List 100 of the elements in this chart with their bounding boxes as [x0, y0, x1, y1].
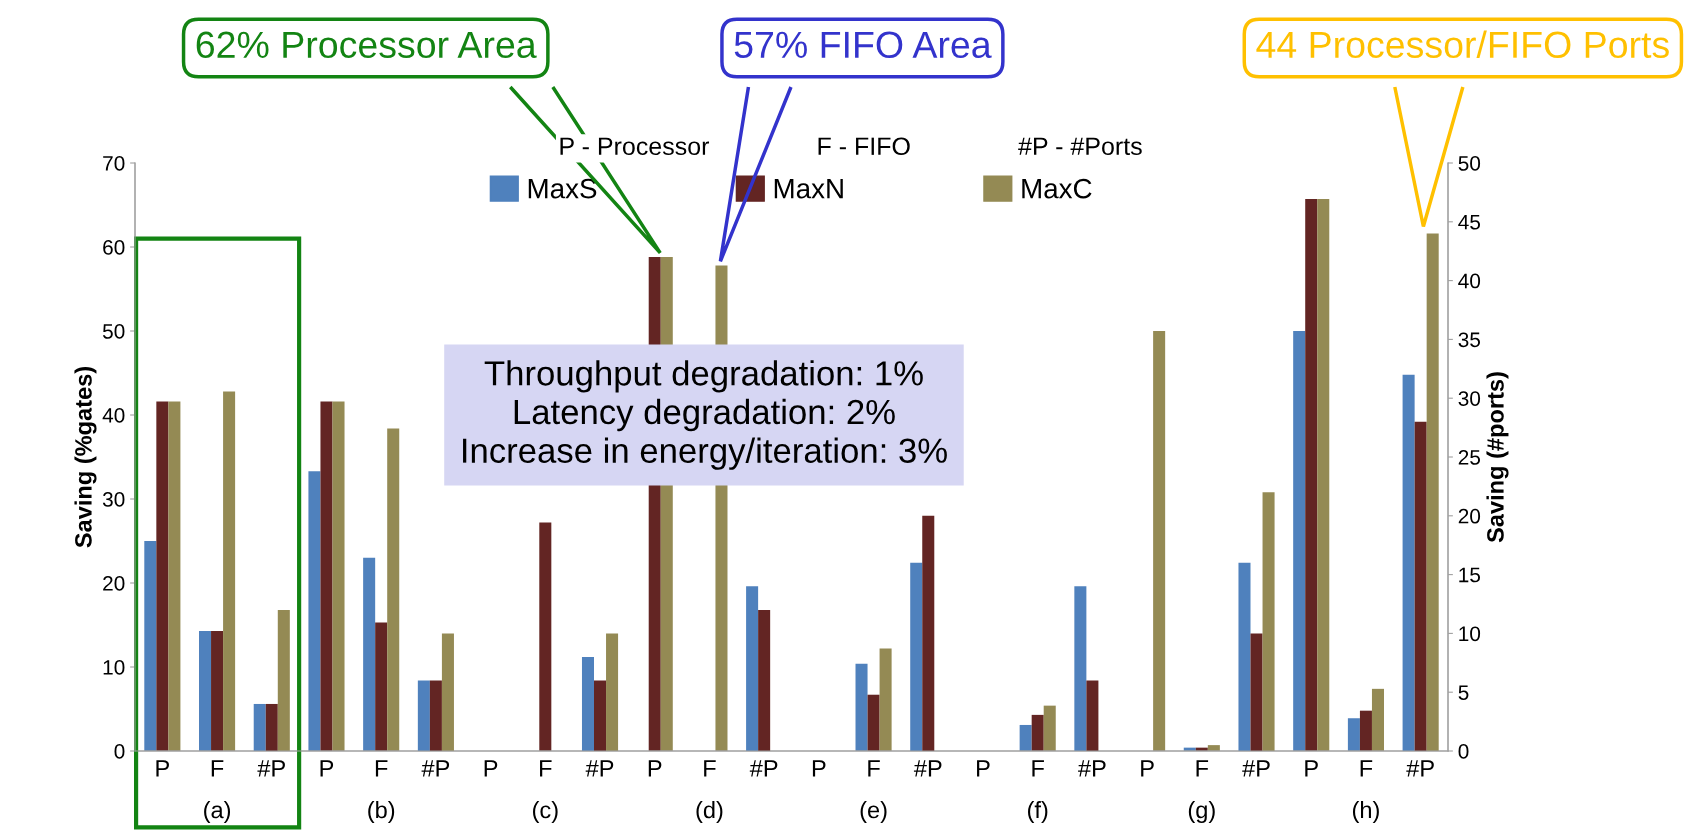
- y2-tick-label: 15: [1459, 567, 1481, 583]
- bar: [758, 609, 771, 751]
- x-tick-label: #P: [913, 760, 942, 777]
- text: (g): [1188, 800, 1215, 823]
- bar: [1347, 718, 1360, 751]
- x-tick-label: P: [484, 760, 498, 777]
- text: #P - #Ports: [1018, 137, 1142, 156]
- bar: [746, 586, 759, 751]
- y2-tick-label: 20: [1458, 508, 1481, 524]
- bar: [1031, 714, 1044, 751]
- bar: [606, 633, 619, 751]
- bar: [199, 630, 212, 751]
- bar: [144, 541, 157, 751]
- bar: [441, 633, 454, 751]
- x-tick-label: P: [320, 760, 334, 777]
- legend-label: MaxN: [774, 179, 843, 199]
- bar: [429, 680, 442, 751]
- y2-tick-label: 35: [1458, 332, 1481, 348]
- x-tick-label: F: [211, 760, 224, 777]
- bar: [387, 428, 400, 751]
- bar: [1305, 199, 1318, 751]
- bar: [332, 401, 345, 751]
- bar: [211, 630, 224, 751]
- y2-tick-label: 0: [1458, 744, 1469, 759]
- text: (a): [204, 800, 231, 823]
- bar: [1250, 633, 1263, 751]
- y2-axis-title: Saving (#ports): [1486, 372, 1509, 543]
- y2-tick-label: 40: [1458, 273, 1481, 289]
- bar: [1402, 374, 1415, 751]
- bar: [265, 703, 278, 751]
- text: (e): [860, 800, 887, 823]
- bar: [1238, 562, 1251, 751]
- x-tick-label: #P: [749, 760, 778, 777]
- x-tick-label: #P: [421, 760, 450, 777]
- y-tick-label: 50: [102, 324, 125, 339]
- bar: [581, 656, 594, 751]
- bar: [253, 703, 266, 751]
- x-tick-label: P: [812, 760, 826, 777]
- x-tick-label: #P: [1242, 760, 1270, 777]
- bar: [277, 609, 290, 751]
- y-tick-label: 20: [103, 576, 125, 591]
- bar: [867, 694, 880, 751]
- legend-label: MaxS: [528, 178, 597, 199]
- x-tick-label: P: [648, 760, 662, 777]
- text: 57% FIFO Area: [734, 31, 992, 59]
- bar: [223, 391, 236, 751]
- bar: [320, 401, 333, 751]
- x-tick-label: F: [868, 760, 880, 777]
- y2-tick-label: 45: [1458, 215, 1481, 230]
- x-tick-label: F: [1196, 760, 1209, 777]
- bar: [1414, 421, 1427, 751]
- x-tick-label: P: [977, 760, 990, 777]
- y-tick-label: 40: [102, 408, 125, 423]
- x-tick-label: #P: [1406, 760, 1434, 777]
- text: 44 Processor/FIFO Ports: [1256, 30, 1669, 59]
- y-tick-label: 0: [114, 744, 125, 759]
- bar: [855, 663, 868, 751]
- bar: [168, 401, 181, 751]
- x-tick-label: F: [1032, 760, 1044, 777]
- y2-tick-label: 25: [1458, 450, 1481, 465]
- x-tick-label: #P: [1078, 760, 1106, 777]
- text: P - Processor: [560, 137, 710, 156]
- bar: [922, 515, 935, 751]
- bar: [539, 522, 552, 751]
- text: (h): [1352, 800, 1379, 823]
- text: (c): [533, 800, 558, 823]
- y-tick-label: 30: [102, 492, 125, 507]
- y2-tick-label: 10: [1459, 626, 1481, 642]
- x-tick-label: P: [156, 760, 169, 777]
- bar: [308, 471, 321, 751]
- bar: [1262, 492, 1275, 751]
- bar: [879, 648, 892, 751]
- bar: [1074, 586, 1087, 751]
- text: 62% Processor Area: [196, 31, 537, 59]
- x-tick-label: F: [1360, 760, 1373, 777]
- text: (b): [368, 800, 395, 823]
- bar: [1426, 233, 1439, 751]
- y2-tick-label: 30: [1458, 391, 1481, 406]
- bar: [1359, 710, 1372, 751]
- x-tick-label: #P: [257, 760, 285, 777]
- bar: [363, 557, 376, 751]
- bar: [1293, 331, 1306, 751]
- annotation: Throughput degradation: 1% Latency degradation: 2% Increase in energy/iteration: 3%: [463, 360, 947, 470]
- y-axis-title: Saving (%gates): [74, 366, 97, 548]
- bar: [1317, 199, 1330, 751]
- y-tick-label: 60: [103, 240, 125, 255]
- bar: [1371, 688, 1384, 751]
- x-tick-label: F: [375, 760, 388, 777]
- text: (f): [1028, 800, 1048, 823]
- bar: [375, 622, 388, 751]
- bar: [156, 401, 169, 751]
- bar: [1043, 705, 1056, 751]
- x-tick-label: F: [704, 760, 716, 777]
- y2-tick-label: 5: [1458, 685, 1469, 700]
- text: F - FIFO: [818, 137, 910, 156]
- x-tick-label: F: [540, 760, 552, 777]
- x-tick-label: #P: [585, 760, 614, 777]
- bar: [910, 562, 923, 751]
- legend-label: MaxC: [1022, 178, 1092, 199]
- x-tick-label: P: [1305, 760, 1318, 777]
